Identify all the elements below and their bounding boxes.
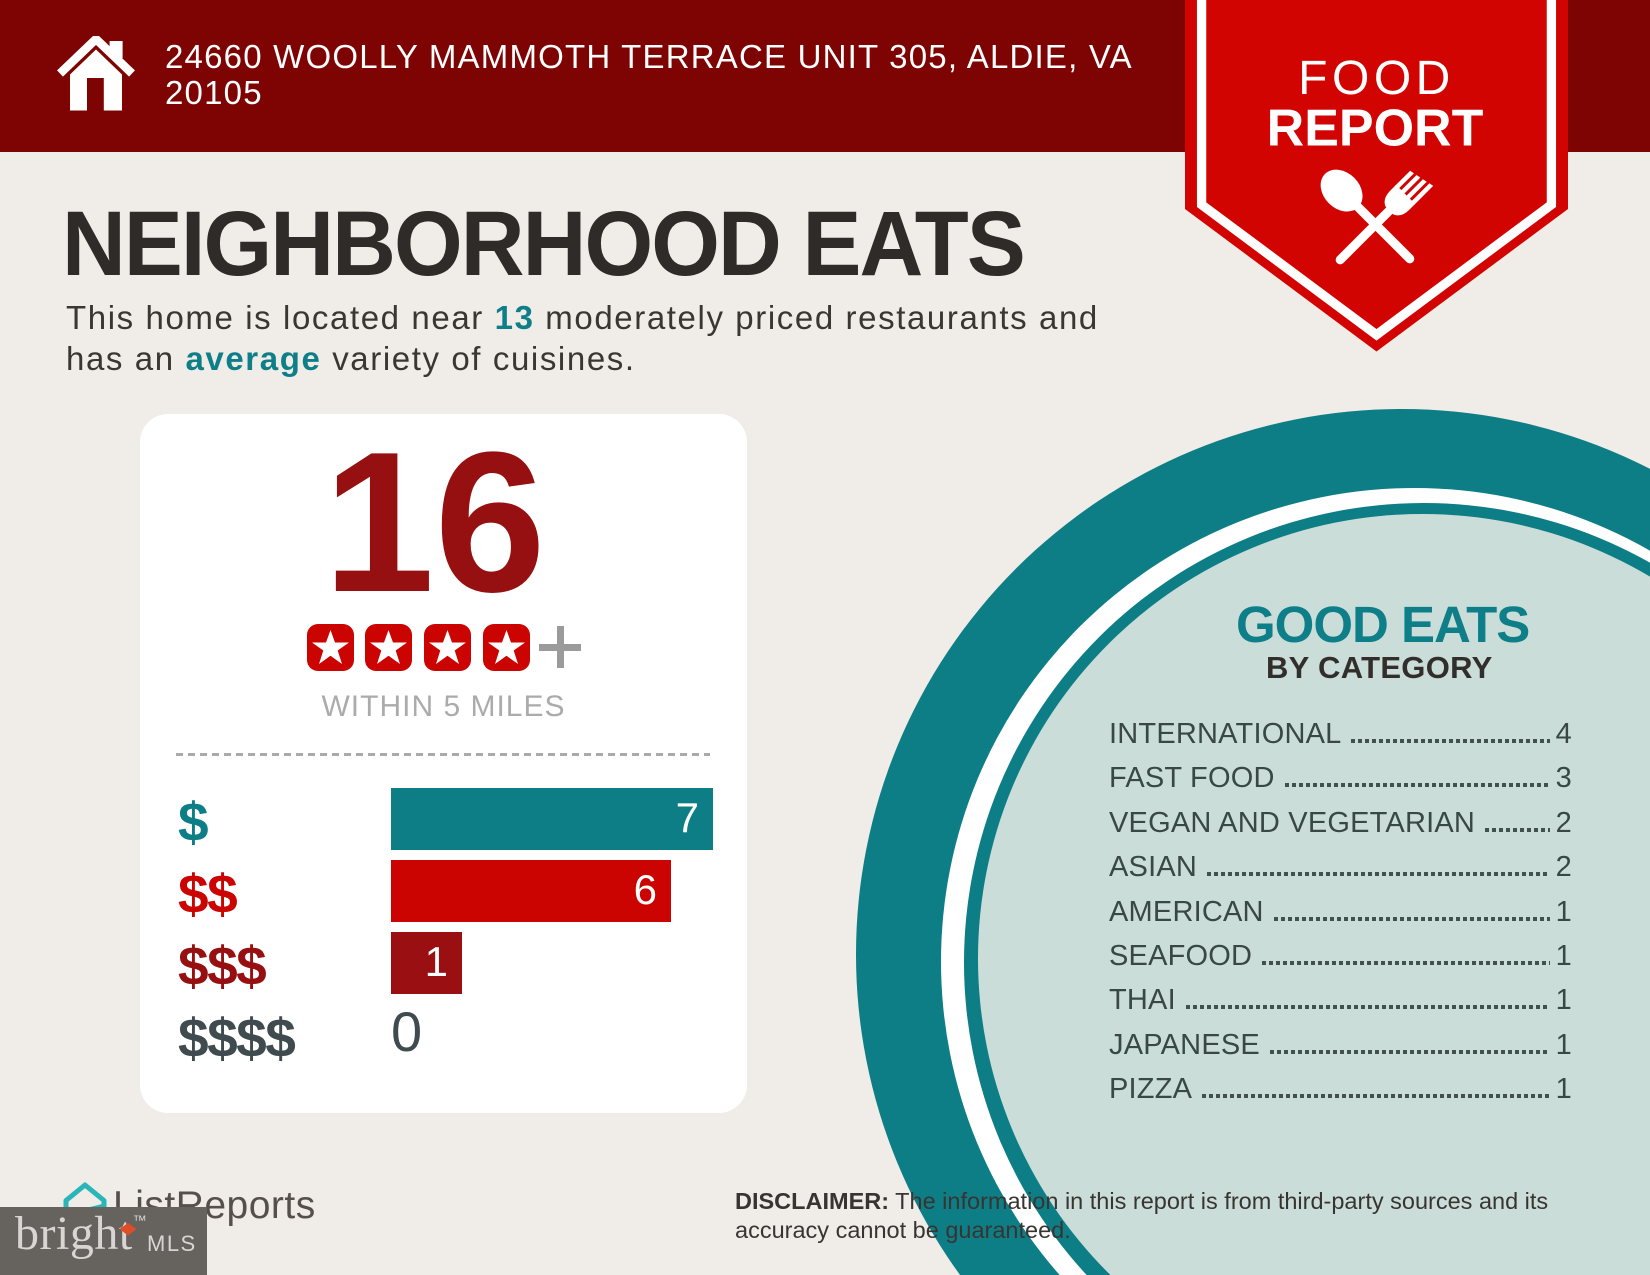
svg-text:REPORT: REPORT	[1267, 100, 1484, 158]
svg-text:FOOD: FOOD	[1298, 52, 1455, 105]
